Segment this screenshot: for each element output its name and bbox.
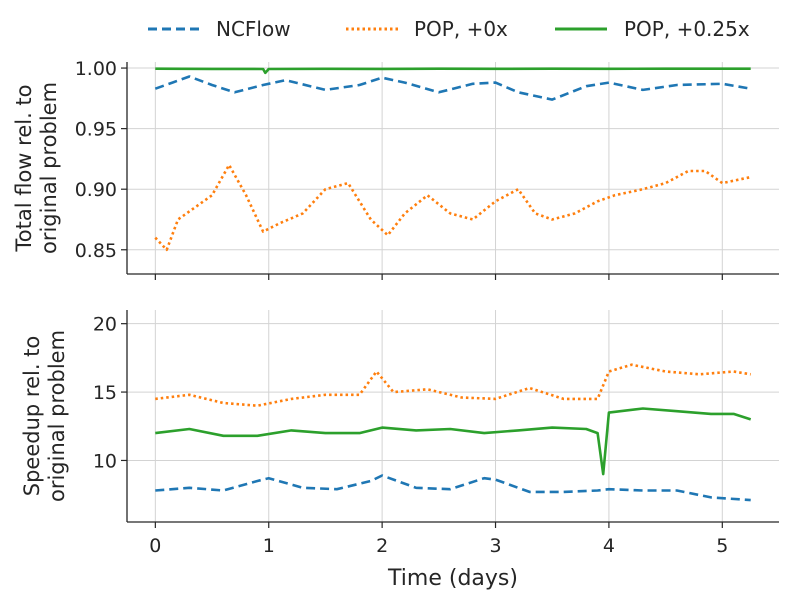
flow-panel-x-ticks bbox=[154, 274, 723, 280]
speedup-panel-x-ticks: 0 1 2 3 4 5 bbox=[149, 522, 728, 557]
y-tick-label: 10 bbox=[93, 450, 117, 472]
legend-label-pop-0x: POP, +0x bbox=[414, 17, 508, 41]
series-line-ncflow bbox=[154, 75, 751, 101]
flow-panel-ylabel-line2: original problem bbox=[37, 82, 61, 254]
y-tick-label: 1.00 bbox=[75, 58, 117, 80]
x-tick-label: 5 bbox=[716, 535, 728, 557]
x-tick-label: 3 bbox=[489, 535, 501, 557]
flow-panel-grid bbox=[127, 62, 779, 274]
speedup-panel-ylabel-line1: Speedup rel. to bbox=[20, 336, 44, 497]
legend-label-pop-025x: POP, +0.25x bbox=[624, 17, 750, 41]
y-tick-label: 0.85 bbox=[75, 240, 117, 262]
legend-label-ncflow: NCFlow bbox=[216, 17, 291, 41]
x-tick-label: 1 bbox=[263, 535, 275, 557]
series-line-pop-0-25x bbox=[155, 67, 751, 75]
x-tick-label: 4 bbox=[603, 535, 615, 557]
series-line-ncflow bbox=[155, 474, 751, 502]
flow-panel: 0.85 0.90 0.95 1.00 Total flow rel. to orig… bbox=[12, 58, 779, 280]
flow-panel-ylabel-line1: Total flow rel. to bbox=[12, 84, 36, 252]
speedup-panel: 10 15 20 0 1 2 3 4 5 Speedup rel. to original p… bbox=[20, 310, 779, 591]
series-line-pop-0x bbox=[155, 363, 751, 408]
x-tick-label: 2 bbox=[376, 535, 388, 557]
y-tick-label: 15 bbox=[93, 382, 117, 404]
speedup-panel-ylabel-line2: original problem bbox=[45, 330, 69, 502]
flow-panel-series bbox=[154, 67, 751, 252]
y-tick-label: 0.90 bbox=[75, 179, 117, 201]
flow-panel-y-ticks: 0.85 0.90 0.95 1.00 bbox=[75, 58, 127, 262]
speedup-panel-grid bbox=[127, 310, 779, 522]
series-line-pop-0x bbox=[154, 163, 751, 252]
speedup-panel-y-ticks: 10 15 20 bbox=[93, 314, 127, 472]
legend: NCFlow POP, +0x POP, +0.25x bbox=[148, 17, 750, 41]
y-tick-label: 20 bbox=[93, 314, 117, 336]
y-tick-label: 0.95 bbox=[75, 119, 117, 141]
x-axis-label: Time (days) bbox=[387, 566, 518, 591]
series-line-pop-0-25x bbox=[155, 407, 752, 476]
x-tick-label: 0 bbox=[149, 535, 161, 557]
speedup-panel-series bbox=[155, 363, 752, 502]
